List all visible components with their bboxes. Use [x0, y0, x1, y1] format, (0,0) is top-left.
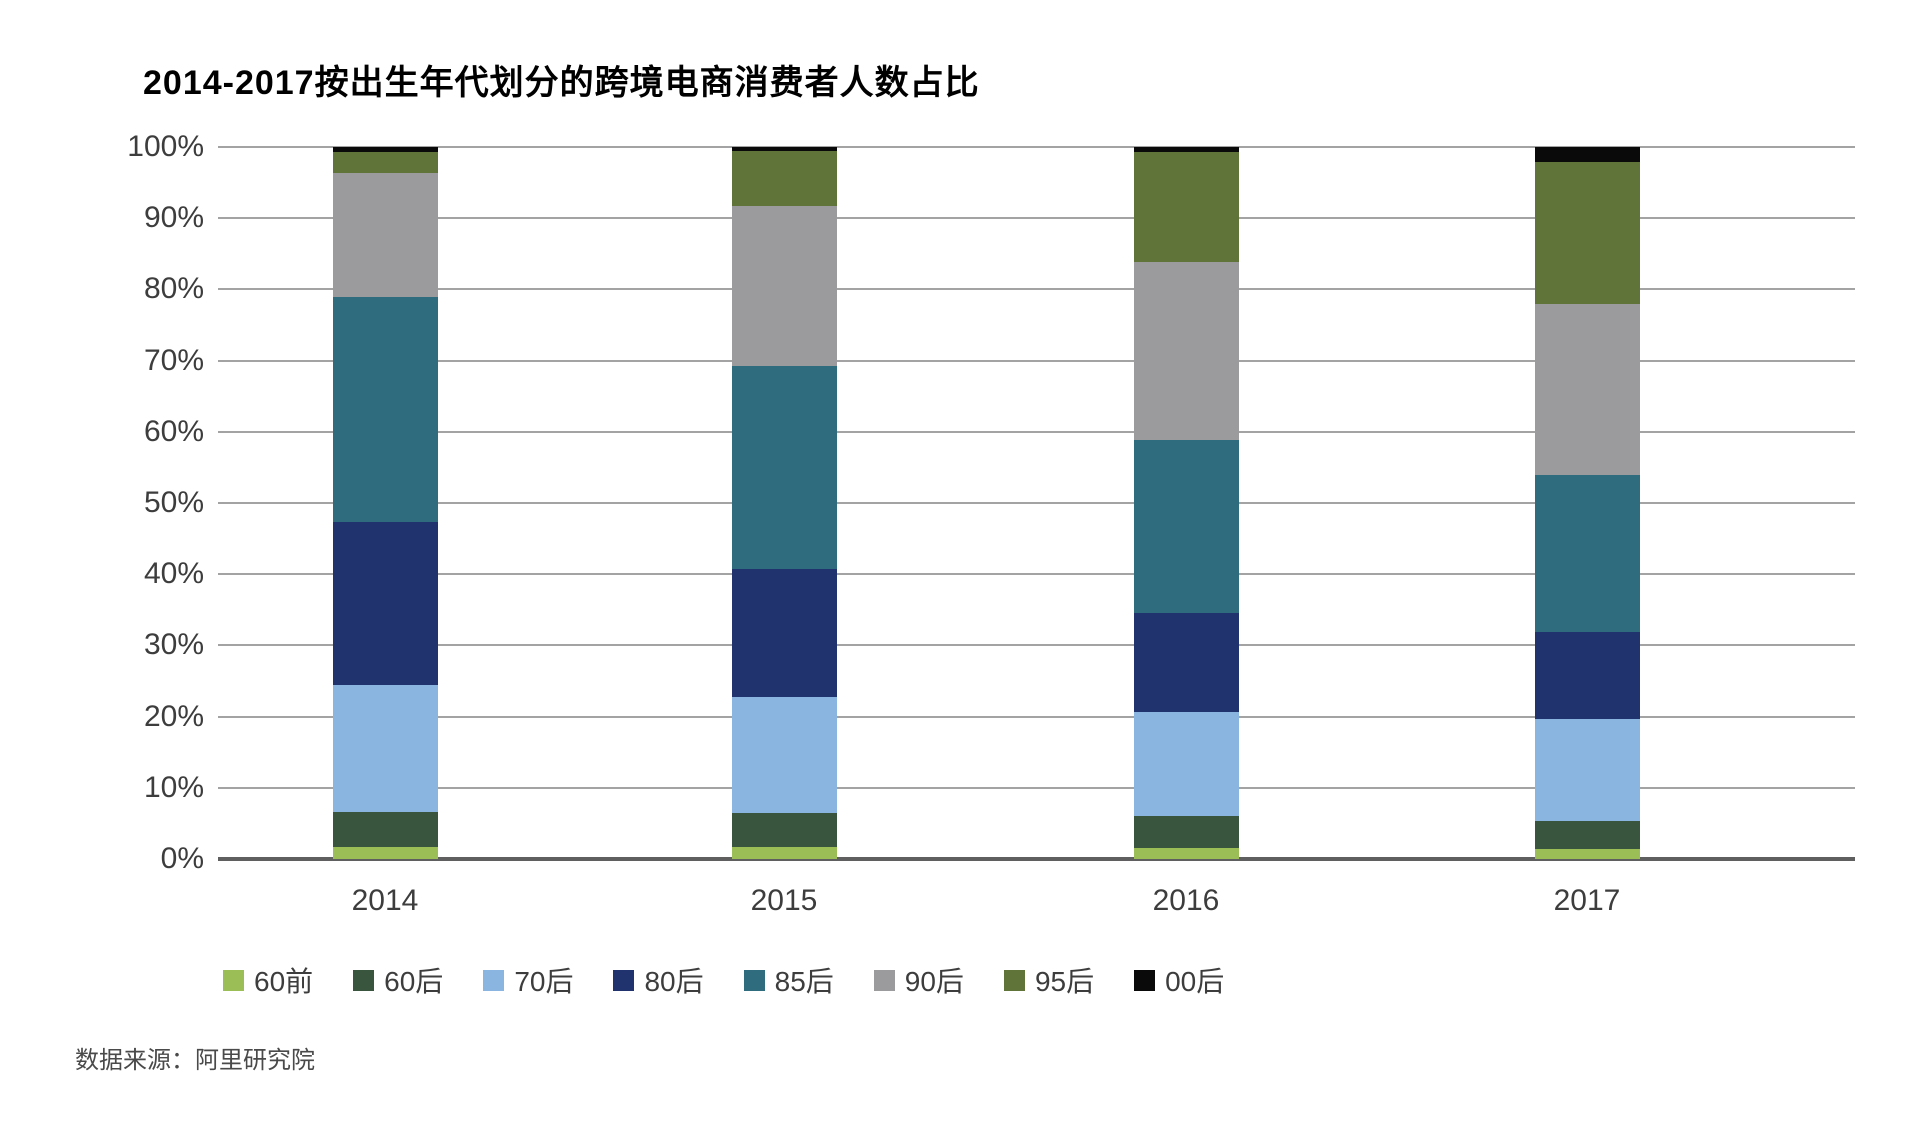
bar-segment-2017-90后: [1534, 303, 1640, 475]
y-tick-label: 20%: [143, 699, 204, 733]
x-category-label: 2015: [750, 884, 818, 917]
bar-segment-2016-70后: [1133, 711, 1239, 817]
x-category-label: 2014: [351, 884, 419, 917]
legend-swatch-icon: [483, 969, 505, 991]
bar-segment-2017-80后: [1534, 631, 1640, 719]
bar-segment-2017-60前: [1534, 849, 1640, 859]
bar-segment-2017-85后: [1534, 474, 1640, 632]
bar-segment-2014-85后: [332, 297, 438, 522]
gridline-10: [218, 786, 1855, 789]
legend-item-85后: 85后: [743, 960, 834, 1000]
legend-swatch-icon: [743, 969, 765, 991]
y-tick-label: 10%: [143, 770, 204, 804]
bar-segment-2014-95后: [332, 152, 438, 173]
source-note: 数据来源：阿里研究院: [75, 1047, 315, 1074]
legend-item-80后: 80后: [613, 960, 704, 1000]
legend-label: 00后: [1165, 966, 1225, 997]
bar-segment-2015-00后: [731, 147, 837, 151]
bar-segment-2015-85后: [731, 365, 837, 569]
gridline-70: [218, 359, 1855, 362]
bar-segment-2015-95后: [731, 150, 837, 207]
gridline-90: [218, 217, 1855, 220]
bar-segment-2017-70后: [1534, 718, 1640, 821]
legend-item-95后: 95后: [1003, 960, 1095, 1000]
bar-segment-2017-60后: [1534, 820, 1640, 850]
bar-segment-2014-80后: [332, 521, 438, 685]
gridline-100: [218, 146, 1855, 148]
gridline-80: [218, 288, 1855, 291]
legend-item-60前: 60前: [223, 960, 313, 1000]
bar-segment-2015-90后: [731, 206, 837, 366]
legend-swatch-icon: [1003, 969, 1025, 991]
bar-segment-2016-00后: [1133, 147, 1239, 153]
gridline-30: [218, 644, 1855, 647]
x-category-label: 2016: [1152, 884, 1220, 917]
legend-item-60后: 60后: [353, 960, 443, 1000]
legend-label: 95后: [1034, 966, 1095, 997]
y-tick-label: 50%: [143, 486, 204, 519]
y-tick-label: 70%: [143, 343, 204, 377]
gridline-20: [218, 715, 1855, 718]
y-tick-label: 100%: [127, 130, 204, 163]
bar-segment-2016-90后: [1133, 261, 1239, 441]
legend: 60前 60后 70后 80后 85后 90后 95后 00后: [223, 960, 1224, 1000]
bar-segment-2016-80后: [1133, 613, 1239, 712]
bar-segment-2015-60前: [731, 846, 837, 859]
bar-segment-2015-70后: [731, 697, 837, 813]
legend-item-00后: 00后: [1134, 960, 1224, 1000]
y-axis-tick-labels: 0% 10% 20% 30% 40% 50% 60% 70% 80% 90% 100%: [0, 130, 204, 875]
legend-label: 60前: [254, 966, 314, 997]
gridline-60: [218, 430, 1855, 433]
legend-label: 60后: [384, 966, 444, 997]
bar-segment-2016-85后: [1133, 440, 1239, 614]
y-tick-label: 80%: [143, 272, 204, 306]
chart-title: 2014-2017按出生年代划分的跨境电商消费者人数占比: [143, 64, 980, 102]
stacked-bar-2015: [731, 147, 837, 859]
bars-layer: [218, 147, 1855, 859]
stacked-bar-2016: [1133, 147, 1239, 859]
stacked-bar-2014: [332, 147, 438, 859]
legend-swatch-icon: [1134, 969, 1156, 991]
y-tick-label: 60%: [143, 414, 204, 448]
legend-swatch-icon: [353, 969, 375, 991]
bar-segment-2015-60后: [731, 812, 837, 847]
legend-label: 90后: [904, 966, 964, 997]
gridline-50: [218, 502, 1855, 504]
bar-segment-2014-90后: [332, 172, 438, 298]
bar-segment-2015-80后: [731, 568, 837, 698]
bar-segment-2016-95后: [1133, 152, 1239, 262]
y-tick-label: 30%: [143, 628, 204, 662]
y-tick-label: 40%: [143, 557, 204, 591]
bar-segment-2014-60后: [332, 812, 438, 847]
x-category-label: 2017: [1553, 884, 1621, 917]
bar-segment-2017-95后: [1534, 162, 1640, 304]
legend-swatch-icon: [613, 969, 635, 991]
bar-segment-2014-70后: [332, 684, 438, 813]
gridline-40: [218, 573, 1855, 576]
legend-swatch-icon: [223, 969, 244, 991]
y-tick-label: 90%: [143, 201, 204, 235]
legend-label: 70后: [514, 966, 574, 997]
bar-segment-2017-00后: [1534, 147, 1640, 162]
stacked-bar-2017: [1534, 147, 1640, 859]
plot-area: [218, 146, 1855, 861]
bar-segment-2014-60前: [332, 846, 438, 859]
bar-segment-2014-00后: [332, 147, 438, 153]
legend-item-90后: 90后: [873, 960, 964, 1000]
bar-segment-2016-60前: [1133, 848, 1239, 859]
legend-label: 80后: [644, 966, 704, 997]
legend-item-70后: 70后: [483, 960, 573, 1000]
y-tick-label: 0%: [160, 842, 204, 875]
x-axis-line: [218, 857, 1855, 861]
legend-label: 85后: [774, 966, 834, 997]
bar-segment-2016-60后: [1133, 816, 1239, 849]
legend-swatch-icon: [873, 969, 895, 991]
